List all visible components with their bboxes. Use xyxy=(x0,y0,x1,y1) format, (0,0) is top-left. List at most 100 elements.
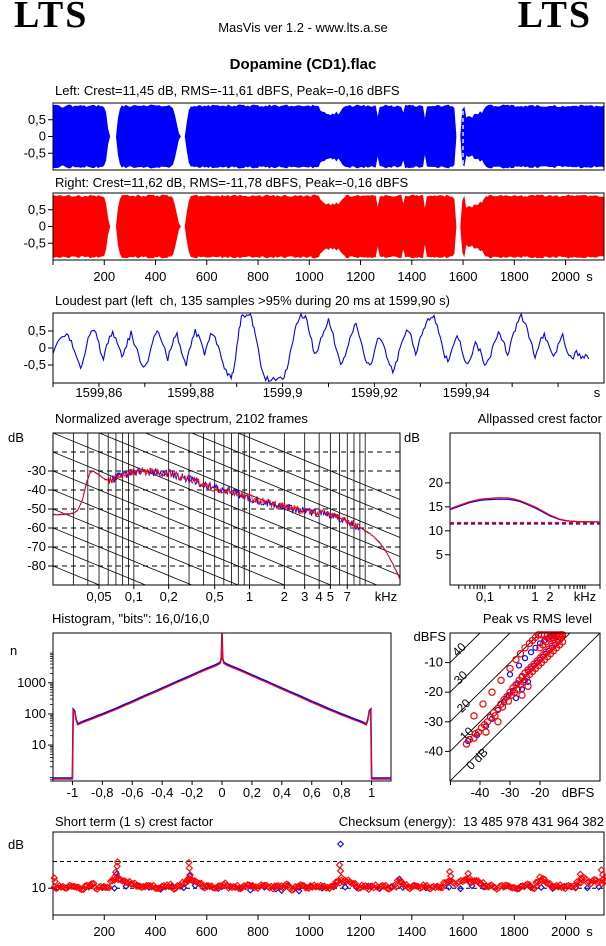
svg-text:4: 4 xyxy=(316,589,323,604)
svg-text:-40: -40 xyxy=(424,743,443,758)
svg-text:800: 800 xyxy=(247,269,269,284)
svg-text:-1: -1 xyxy=(67,785,79,800)
svg-text:30: 30 xyxy=(451,668,471,688)
svg-text:-0,5: -0,5 xyxy=(24,145,46,160)
svg-text:1599,86: 1599,86 xyxy=(75,385,122,400)
svg-text:0: 0 xyxy=(218,785,225,800)
svg-text:0 dB: 0 dB xyxy=(463,745,490,772)
svg-text:kHz: kHz xyxy=(375,589,397,604)
svg-text:0,8: 0,8 xyxy=(333,785,351,800)
svg-text:10: 10 xyxy=(32,880,46,895)
svg-text:-0,6: -0,6 xyxy=(121,785,143,800)
svg-text:s: s xyxy=(594,385,601,400)
svg-text:-30: -30 xyxy=(424,714,443,729)
svg-text:200: 200 xyxy=(93,269,115,284)
histogram-ylabel: n xyxy=(10,643,18,658)
lts-logo-left: LTS xyxy=(14,0,89,36)
svg-text:-20: -20 xyxy=(531,785,550,800)
svg-text:10: 10 xyxy=(32,737,46,752)
svg-text:2: 2 xyxy=(281,589,288,604)
svg-text:-0,8: -0,8 xyxy=(91,785,113,800)
svg-text:0: 0 xyxy=(39,129,46,144)
svg-text:0: 0 xyxy=(39,340,46,355)
svg-text:-30: -30 xyxy=(27,463,46,478)
svg-text:2: 2 xyxy=(546,589,553,604)
svg-text:0,2: 0,2 xyxy=(160,589,178,604)
short-term-ylabel: dB xyxy=(8,837,24,852)
svg-text:-20: -20 xyxy=(424,684,443,699)
svg-text:1000: 1000 xyxy=(17,675,46,690)
svg-text:1: 1 xyxy=(368,785,375,800)
svg-text:-60: -60 xyxy=(27,520,46,535)
svg-text:1599,92: 1599,92 xyxy=(351,385,398,400)
svg-text:-50: -50 xyxy=(27,501,46,516)
svg-text:0,4: 0,4 xyxy=(273,785,291,800)
spectrum-title: Normalized average spectrum, 2102 frames xyxy=(55,411,308,426)
histogram-title: Histogram, "bits": 16,0/16,0 xyxy=(52,611,210,626)
svg-text:3: 3 xyxy=(301,589,308,604)
svg-text:1599,88: 1599,88 xyxy=(167,385,214,400)
svg-text:-30: -30 xyxy=(501,785,520,800)
svg-text:40: 40 xyxy=(449,640,469,660)
svg-text:1: 1 xyxy=(531,589,538,604)
svg-text:1800: 1800 xyxy=(500,269,529,284)
allpassed-ylabel: dB xyxy=(404,430,420,445)
right-wave-title: Right: Crest=11,62 dB, RMS=-11,78 dBFS, … xyxy=(55,175,409,190)
svg-text:1400: 1400 xyxy=(397,924,426,939)
svg-text:20: 20 xyxy=(454,696,474,716)
file-title: Dopamine (CD1).flac xyxy=(229,56,377,73)
svg-text:dBFS: dBFS xyxy=(562,785,595,800)
svg-text:5: 5 xyxy=(327,589,334,604)
svg-text:1600: 1600 xyxy=(449,924,478,939)
svg-text:2000: 2000 xyxy=(551,269,580,284)
svg-text:0,05: 0,05 xyxy=(86,589,111,604)
svg-text:5: 5 xyxy=(436,547,443,562)
svg-text:400: 400 xyxy=(145,269,167,284)
svg-text:-40: -40 xyxy=(27,482,46,497)
svg-text:0,1: 0,1 xyxy=(476,589,494,604)
svg-text:10: 10 xyxy=(429,523,443,538)
svg-text:1599,94: 1599,94 xyxy=(443,385,490,400)
checksum-label: Checksum (energy): 13 485 978 431 964 38… xyxy=(338,814,604,829)
svg-text:s: s xyxy=(586,269,593,284)
svg-text:0,5: 0,5 xyxy=(28,112,46,127)
svg-text:1600: 1600 xyxy=(449,269,478,284)
short-term-title: Short term (1 s) crest factor xyxy=(55,814,214,829)
svg-text:-0,2: -0,2 xyxy=(181,785,203,800)
svg-text:100: 100 xyxy=(24,706,46,721)
svg-text:1200: 1200 xyxy=(346,269,375,284)
svg-text:0,5: 0,5 xyxy=(28,323,46,338)
svg-text:600: 600 xyxy=(196,269,218,284)
svg-text:1: 1 xyxy=(246,589,253,604)
svg-text:kHz: kHz xyxy=(574,589,596,604)
svg-text:-10: -10 xyxy=(424,655,443,670)
svg-text:1000: 1000 xyxy=(295,269,324,284)
spectrum-ylabel: dB xyxy=(8,430,24,445)
svg-text:0: 0 xyxy=(39,219,46,234)
svg-text:1400: 1400 xyxy=(397,269,426,284)
left-wave-title: Left: Crest=11,45 dB, RMS=-11,61 dBFS, P… xyxy=(55,83,400,98)
svg-text:0,1: 0,1 xyxy=(125,589,143,604)
svg-text:-40: -40 xyxy=(471,785,490,800)
loudest-part-title: Loudest part (left ch, 135 samples >95% … xyxy=(55,293,450,308)
peak-rms-title: Peak vs RMS level xyxy=(482,611,592,626)
lts-logo-right: LTS xyxy=(517,0,592,36)
svg-text:800: 800 xyxy=(247,924,269,939)
svg-text:0,5: 0,5 xyxy=(28,202,46,217)
svg-text:1599,9: 1599,9 xyxy=(263,385,303,400)
svg-text:-70: -70 xyxy=(27,539,46,554)
svg-text:0,6: 0,6 xyxy=(303,785,321,800)
svg-text:15: 15 xyxy=(429,499,443,514)
svg-text:0,2: 0,2 xyxy=(243,785,261,800)
svg-text:-0,5: -0,5 xyxy=(24,235,46,250)
svg-text:1800: 1800 xyxy=(500,924,529,939)
svg-text:600: 600 xyxy=(196,924,218,939)
app-version-title: MasVis ver 1.2 - www.lts.a.se xyxy=(218,20,388,35)
svg-text:7: 7 xyxy=(344,589,351,604)
svg-text:1000: 1000 xyxy=(295,924,324,939)
svg-text:400: 400 xyxy=(145,924,167,939)
svg-text:1200: 1200 xyxy=(346,924,375,939)
svg-text:s: s xyxy=(586,924,593,939)
